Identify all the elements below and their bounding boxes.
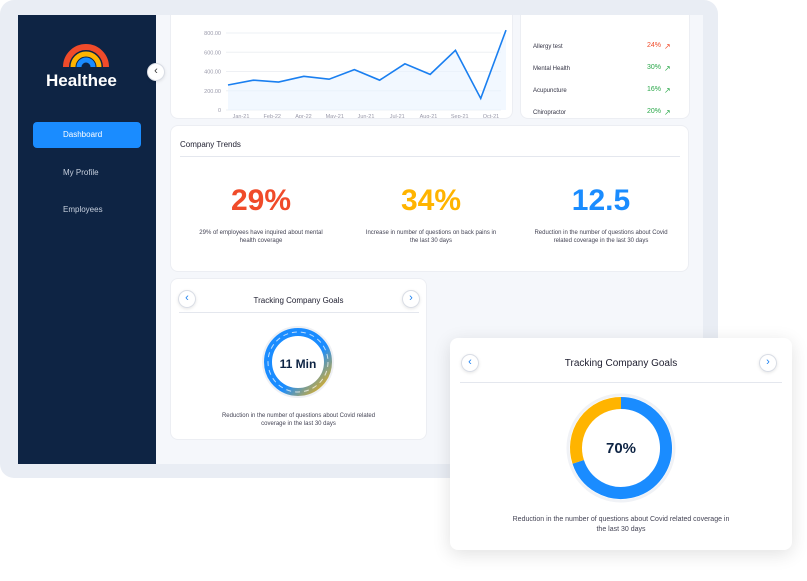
- x-tick-label: Jun-21: [358, 114, 375, 118]
- trend-icon: ↗: [664, 42, 671, 51]
- trend-text: Reduction in the number of questions abo…: [534, 230, 668, 244]
- goal-text: Reduction in the number of questions abo…: [221, 413, 376, 427]
- logo: [63, 44, 109, 68]
- donut-chart: 70%: [566, 393, 676, 503]
- donut-shadow: [566, 393, 676, 503]
- trend-value: 29%: [230, 184, 292, 217]
- screen: Healthee Dashboard My Profile Employees …: [18, 15, 703, 464]
- donut-segment: [572, 397, 672, 499]
- x-tick-label: Sep-21: [451, 114, 469, 118]
- service-name: Acupuncture: [533, 88, 567, 94]
- trend-icon: ↗: [664, 64, 671, 73]
- x-tick-label: May-21: [326, 114, 344, 118]
- y-tick-label: 400.00: [204, 70, 221, 76]
- area: [228, 30, 506, 110]
- goals-card: ‹ › Tracking Company Goals 11 Min Reduct…: [170, 278, 427, 440]
- service-name: Mental Health: [533, 66, 571, 72]
- x-tick-label: Jan-21: [233, 114, 250, 118]
- line: [227, 29, 507, 101]
- card-title: Tracking Company Goals: [253, 296, 344, 305]
- sidebar: Healthee: [18, 15, 156, 464]
- divider: [180, 156, 680, 157]
- y-tick-label: 200.00: [204, 89, 221, 95]
- trend-icon: ↗: [664, 86, 671, 95]
- prev-button[interactable]: ‹: [461, 354, 479, 372]
- x-tick-label: Jul-21: [390, 114, 405, 118]
- service-change: 20%: [647, 108, 662, 115]
- trend-text: Increase in number of questions on back …: [365, 230, 497, 244]
- prev-button[interactable]: ‹: [178, 290, 196, 308]
- goal-value: 11 Min: [279, 357, 317, 371]
- collapse-button[interactable]: ‹: [147, 63, 165, 81]
- nav-item[interactable]: Employees: [63, 205, 103, 214]
- nav-item[interactable]: My Profile: [63, 168, 99, 177]
- service-change: 30%: [647, 64, 662, 71]
- next-button[interactable]: ›: [759, 354, 777, 372]
- y-tick-label: 800.00: [204, 31, 221, 37]
- divider: [460, 382, 782, 383]
- trends-card: Company Trends 29% 29% of employees have …: [170, 125, 689, 272]
- x-tick-label: Oct-21: [483, 114, 500, 118]
- y-tick-label: 600.00: [204, 50, 221, 56]
- x-tick-label: Aug-21: [420, 114, 438, 118]
- service-name: Chiropractor: [533, 110, 567, 116]
- nav-item[interactable]: Dashboard: [33, 122, 141, 148]
- usage-card: 0 200.00 400.00 600.00 800.00 Jan-21 Feb-22 Apr…: [170, 15, 513, 120]
- trend-text: 29% of employees have inquired about men…: [199, 230, 323, 244]
- divider: [179, 312, 419, 313]
- next-button[interactable]: ›: [402, 290, 420, 308]
- services-card: Allergy test 24% ↗ Mental Health 30% ↗ Acupunc…: [520, 15, 690, 119]
- brand: Healthee: [46, 71, 117, 90]
- trend-icon: ↗: [664, 108, 671, 117]
- card-title: Tracking Company Goals: [564, 358, 678, 369]
- y-tick-label: 0: [218, 108, 221, 114]
- line-chart: 0 200.00 400.00 600.00 800.00 Jan-21 Feb-22 Apr…: [204, 29, 507, 120]
- service-change: 16%: [647, 86, 662, 93]
- x-tick-label: Feb-22: [264, 114, 281, 118]
- donut-segment: [570, 397, 622, 464]
- section-title: Company Trends: [180, 140, 241, 149]
- goal-ring: [262, 326, 334, 398]
- trend-value: 34%: [400, 184, 462, 217]
- x-tick-label: Apr-22: [295, 114, 312, 118]
- service-change: 24%: [647, 42, 662, 49]
- donut-label: 70%: [606, 440, 636, 457]
- goal-text: Reduction in the number of questions abo…: [512, 516, 730, 533]
- goals-popup: ‹ › Tracking Company Goals 70% Reduction…: [450, 338, 792, 550]
- trend-value: 12.5: [571, 184, 631, 217]
- service-name: Allergy test: [533, 44, 563, 50]
